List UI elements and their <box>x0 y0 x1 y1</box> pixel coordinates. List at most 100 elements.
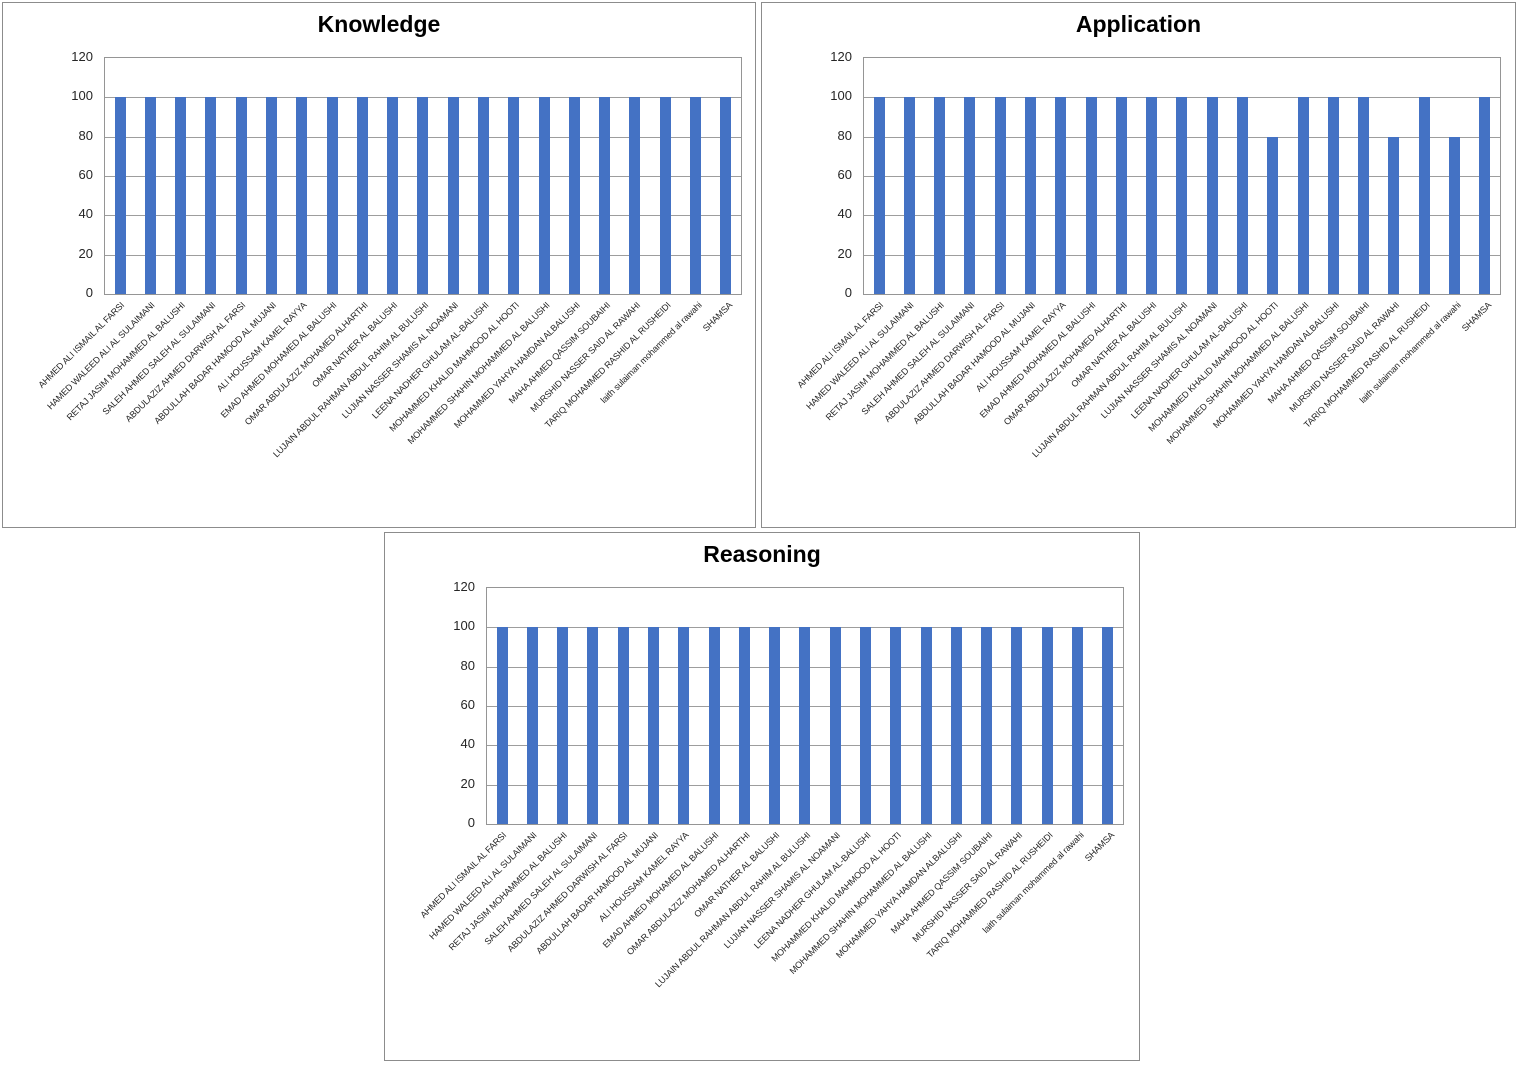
bar[interactable] <box>1297 97 1309 294</box>
bar[interactable] <box>720 97 732 294</box>
bar[interactable] <box>266 97 278 294</box>
bar-series <box>864 58 1500 294</box>
x-axis-labels: AHMED ALI ISMAIL AL FARSI HAMED WALEED AL… <box>795 297 1501 529</box>
bar[interactable] <box>1358 97 1370 294</box>
bar[interactable] <box>890 627 902 824</box>
bar[interactable] <box>1055 97 1067 294</box>
bar[interactable] <box>1388 136 1400 294</box>
bar-slot <box>468 58 498 294</box>
bar[interactable] <box>829 627 841 824</box>
bar-slot <box>985 58 1015 294</box>
bar[interactable] <box>769 627 781 824</box>
bar[interactable] <box>508 97 520 294</box>
bar[interactable] <box>1448 136 1460 294</box>
y-tick-label: 120 <box>71 49 93 64</box>
y-tick-label: 100 <box>830 88 852 104</box>
bar[interactable] <box>689 97 701 294</box>
plot-area <box>863 57 1501 295</box>
bar[interactable] <box>1176 97 1188 294</box>
bar-slot <box>1258 58 1288 294</box>
bar[interactable] <box>1479 97 1491 294</box>
bar[interactable] <box>994 97 1006 294</box>
y-tick-label: 100 <box>71 88 93 104</box>
bar[interactable] <box>1025 97 1037 294</box>
y-tick-label: 20 <box>78 245 93 261</box>
bar[interactable] <box>964 97 976 294</box>
bar[interactable] <box>326 97 338 294</box>
bar[interactable] <box>903 97 915 294</box>
bar[interactable] <box>417 97 429 294</box>
x-axis-label: MURSHID NASSER SAID AL RAWAHI <box>910 830 1025 944</box>
bar[interactable] <box>799 627 811 824</box>
bar[interactable] <box>568 97 580 294</box>
bar-slot <box>1062 588 1092 824</box>
bar[interactable] <box>599 97 611 294</box>
x-axis-label: SALEH AHMED SALEH AL SULAIMANI <box>482 830 600 947</box>
bar[interactable] <box>447 97 459 294</box>
bar[interactable] <box>659 97 671 294</box>
bar[interactable] <box>526 627 538 824</box>
bar[interactable] <box>678 627 690 824</box>
bar[interactable] <box>920 627 932 824</box>
bar-slot <box>760 588 790 824</box>
bar[interactable] <box>617 627 629 824</box>
bar[interactable] <box>1206 97 1218 294</box>
bar[interactable] <box>387 97 399 294</box>
chart-panel-application[interactable]: Application 0 20 40 60 80 100 120 AHMED ALI IS… <box>761 2 1516 528</box>
chart-title-knowledge: Knowledge <box>317 11 441 37</box>
y-tick-label: 40 <box>78 206 93 222</box>
bar[interactable] <box>873 97 885 294</box>
y-tick-label: 20 <box>837 245 852 261</box>
plot-area <box>486 587 1124 825</box>
bar[interactable] <box>1267 136 1279 294</box>
bar-slot <box>1002 588 1032 824</box>
bar[interactable] <box>1102 627 1114 824</box>
bar-slot <box>438 58 468 294</box>
bar[interactable] <box>1071 627 1083 824</box>
bar-slot <box>1106 58 1136 294</box>
bar-slot <box>499 58 529 294</box>
bar-slot <box>638 588 668 824</box>
bar[interactable] <box>648 627 660 824</box>
bar[interactable] <box>860 627 872 824</box>
bar[interactable] <box>296 97 308 294</box>
bar[interactable] <box>708 627 720 824</box>
bar-slot <box>650 58 680 294</box>
bar[interactable] <box>144 97 156 294</box>
x-axis-label: SALEH AHMED SALEH AL SULAIMANI <box>859 300 977 417</box>
y-tick-label: 20 <box>460 775 475 791</box>
bar[interactable] <box>478 97 490 294</box>
bar[interactable] <box>1418 97 1430 294</box>
chart-panel-knowledge[interactable]: Knowledge 0 20 40 60 80 100 120 AHMED ALI ISMA… <box>2 2 756 528</box>
bar[interactable] <box>1237 97 1249 294</box>
bar[interactable] <box>587 627 599 824</box>
bar-slot <box>620 58 650 294</box>
bar[interactable] <box>557 627 569 824</box>
bar[interactable] <box>950 627 962 824</box>
bar[interactable] <box>1085 97 1097 294</box>
bar[interactable] <box>1327 97 1339 294</box>
bar-slot <box>1439 58 1469 294</box>
bar-slot <box>1318 58 1348 294</box>
bar[interactable] <box>1115 97 1127 294</box>
chart-panel-reasoning[interactable]: Reasoning 0 20 40 60 80 100 120 AHMED ALI ISMA… <box>384 532 1140 1061</box>
bar[interactable] <box>205 97 217 294</box>
bar-slot <box>925 58 955 294</box>
bar[interactable] <box>235 97 247 294</box>
bar-slot <box>226 58 256 294</box>
bar[interactable] <box>934 97 946 294</box>
bar[interactable] <box>1011 627 1023 824</box>
bar[interactable] <box>175 97 187 294</box>
bar[interactable] <box>981 627 993 824</box>
bar-slot <box>864 58 894 294</box>
bar[interactable] <box>738 627 750 824</box>
bar[interactable] <box>356 97 368 294</box>
bar[interactable] <box>538 97 550 294</box>
bar[interactable] <box>629 97 641 294</box>
bar[interactable] <box>1146 97 1158 294</box>
x-axis-label: MURSHID NASSER SAID AL RAWAHI <box>528 300 643 414</box>
x-axis-label: MOHAMMED SHAHIN MOHAMMED AL BALUSHI <box>787 830 934 976</box>
bar[interactable] <box>1041 627 1053 824</box>
bar[interactable] <box>114 97 126 294</box>
bar[interactable] <box>496 627 508 824</box>
